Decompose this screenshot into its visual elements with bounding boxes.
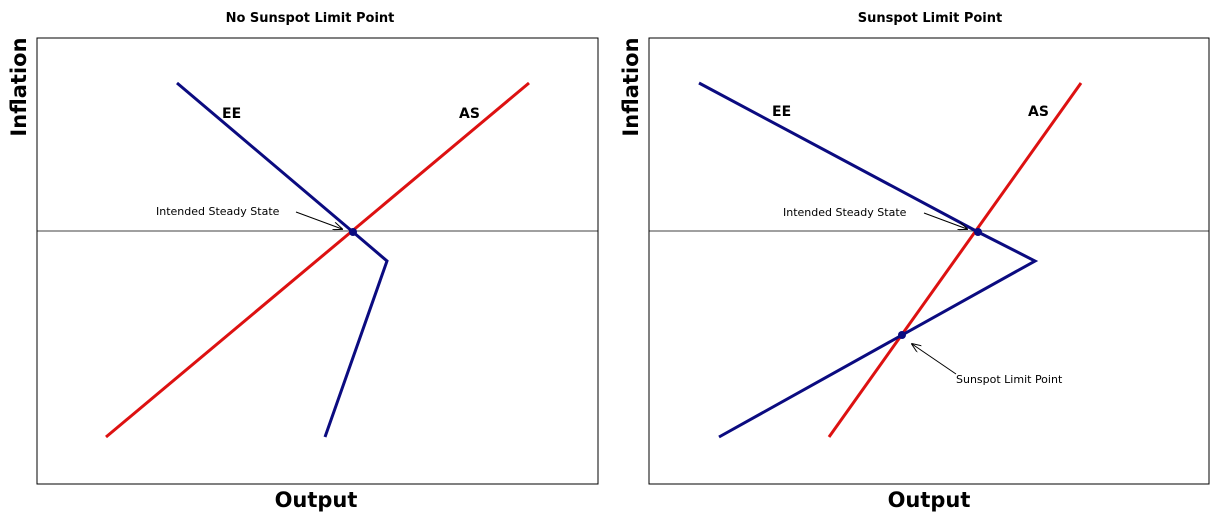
plot-frame: [648, 37, 1210, 485]
panel-no-sunspot: No Sunspot Limit Point Inflation Output …: [7, 11, 599, 512]
y-axis-label: Inflation: [7, 37, 31, 136]
plot-frame: [36, 37, 599, 485]
sunspot-limit-point-label: Sunspot Limit Point: [956, 373, 1063, 386]
intended-steady-state-label: Intended Steady State: [783, 206, 907, 219]
y-axis-label: Inflation: [619, 37, 643, 136]
sunspot-limit-point: [898, 331, 906, 339]
x-axis-label: Output: [888, 488, 971, 512]
as-label: AS: [1028, 104, 1049, 120]
annotation-arrow: [912, 344, 957, 375]
intended-steady-state-label: Intended Steady State: [156, 205, 280, 218]
steady-state-point: [349, 228, 357, 236]
as-label: AS: [459, 106, 480, 122]
annotation-arrow: [295, 211, 342, 229]
ee-label: EE: [772, 104, 791, 120]
as-curve: [105, 81, 530, 439]
steady-state-point: [974, 228, 982, 236]
panel-title: No Sunspot Limit Point: [226, 11, 395, 26]
annotation-arrow: [923, 212, 967, 229]
ee-label: EE: [222, 106, 241, 122]
ee-curve: [176, 81, 389, 438]
panel-title: Sunspot Limit Point: [858, 11, 1002, 26]
as-curve: [827, 82, 1083, 438]
x-axis-label: Output: [275, 488, 358, 512]
panel-sunspot: Sunspot Limit Point Inflation Output EE …: [619, 11, 1210, 512]
ee-curve: [698, 81, 1039, 439]
